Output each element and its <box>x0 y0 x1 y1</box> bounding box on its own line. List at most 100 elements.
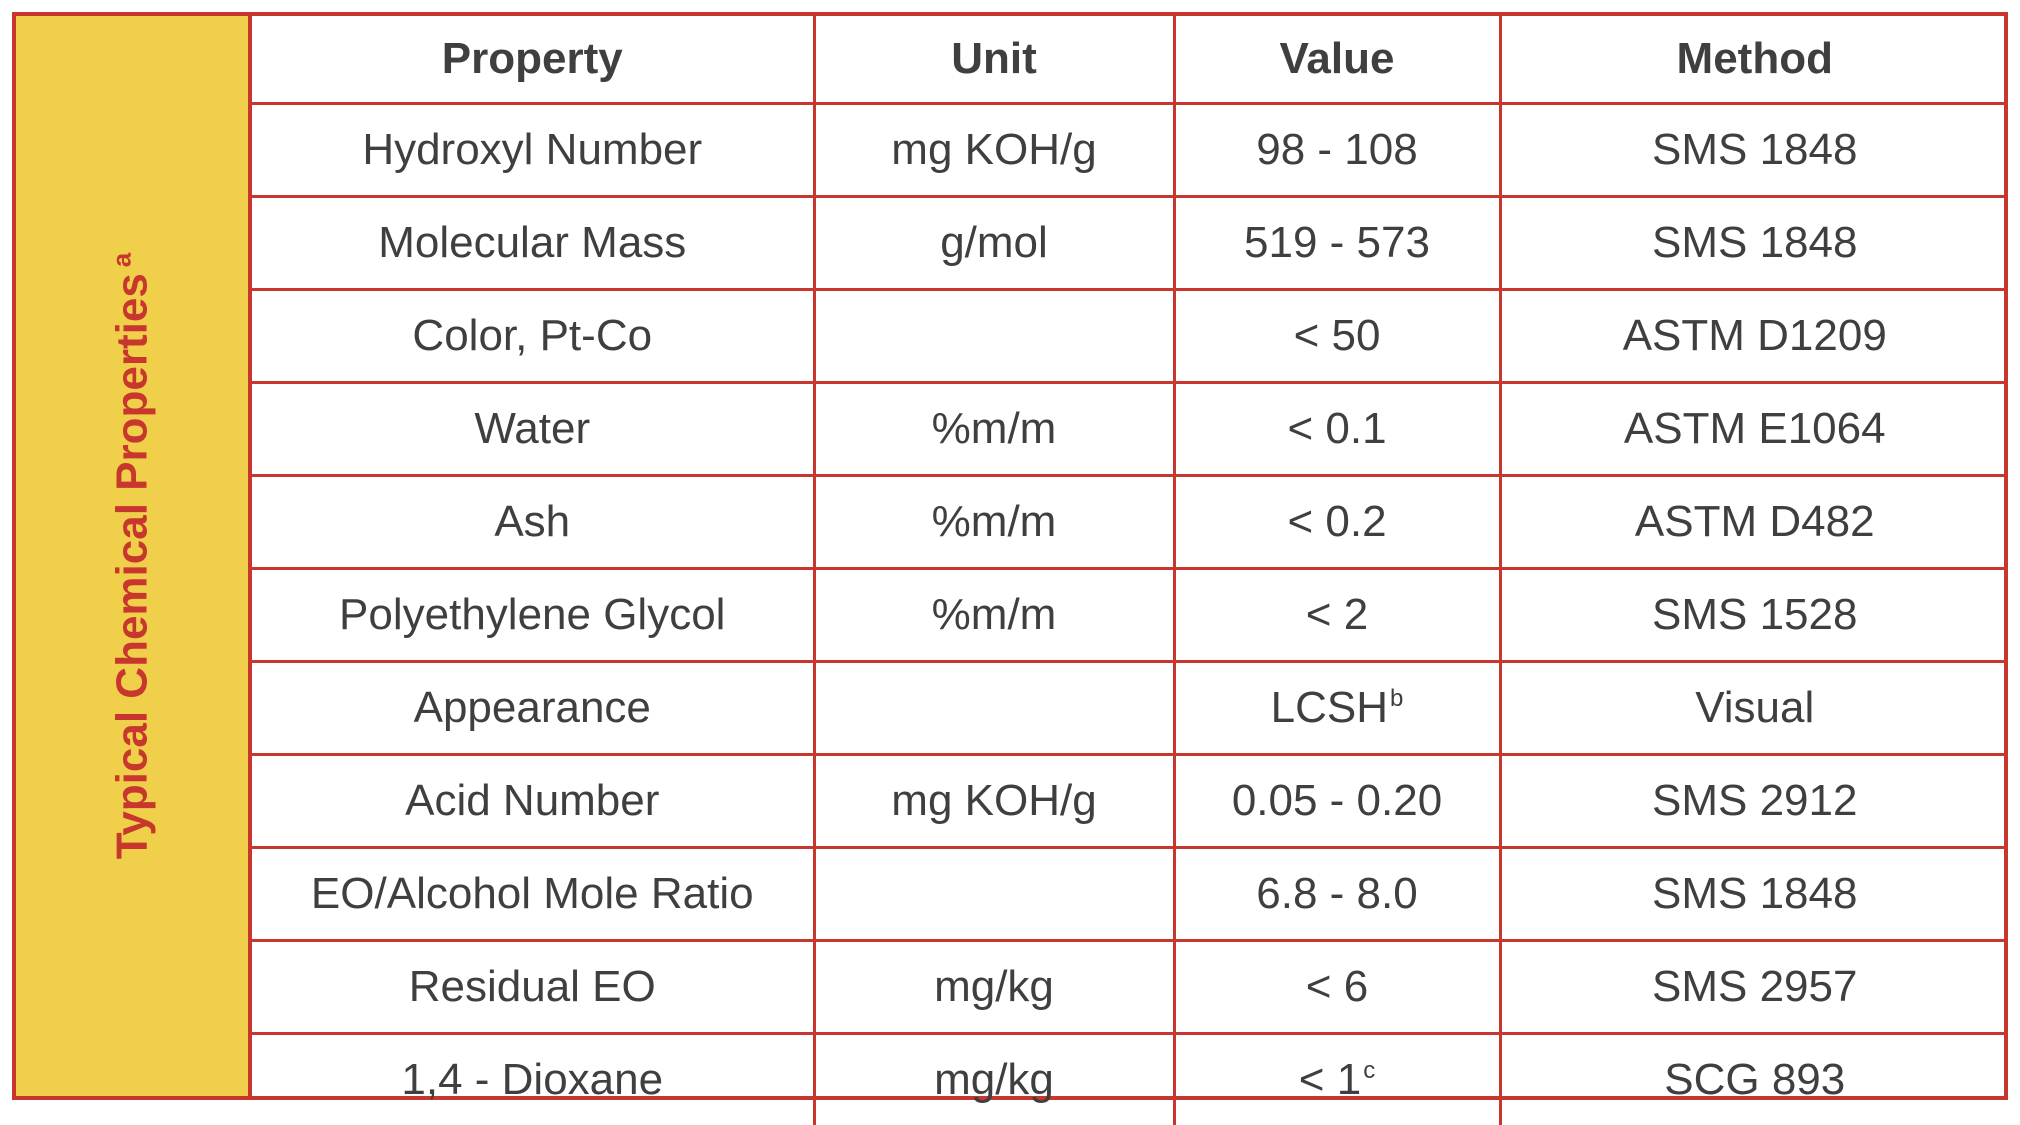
cell-method-text: ASTM E1064 <box>1624 404 1886 453</box>
cell-property: Color, Pt-Co <box>252 290 814 383</box>
cell-method: SMS 2912 <box>1500 755 2008 848</box>
cell-value-text: < 6 <box>1306 962 1368 1011</box>
cell-method-text: Visual <box>1695 683 1814 732</box>
cell-unit-text: mg/kg <box>934 962 1054 1011</box>
cell-property-text: EO/Alcohol Mole Ratio <box>311 869 754 918</box>
table-row: Water %m/m < 0.1 ASTM E1064 <box>252 383 2008 476</box>
cell-value: 519 - 573 <box>1174 197 1500 290</box>
cell-unit-text: %m/m <box>932 590 1057 639</box>
header-method: Method <box>1500 16 2008 104</box>
cell-property: Hydroxyl Number <box>252 104 814 197</box>
cell-unit: mg/kg <box>814 941 1174 1034</box>
cell-method-text: SCG 893 <box>1664 1055 1845 1104</box>
cell-method: SMS 1848 <box>1500 104 2008 197</box>
cell-unit: mg KOH/g <box>814 104 1174 197</box>
cell-method: SMS 2957 <box>1500 941 2008 1034</box>
table-row: Hydroxyl Number mg KOH/g 98 - 108 SMS 1848 <box>252 104 2008 197</box>
side-label: Typical Chemical Propertiesa <box>107 253 158 860</box>
properties-table: Property Unit Value Method Hydroxyl Numb… <box>252 16 2008 1125</box>
cell-property-text: Acid Number <box>405 776 659 825</box>
cell-property-text: Appearance <box>414 683 651 732</box>
cell-method: ASTM E1064 <box>1500 383 2008 476</box>
cell-property-text: 1,4 - Dioxane <box>401 1055 663 1104</box>
cell-value: 6.8 - 8.0 <box>1174 848 1500 941</box>
cell-property: Water <box>252 383 814 476</box>
cell-method: ASTM D1209 <box>1500 290 2008 383</box>
cell-unit: %m/m <box>814 476 1174 569</box>
cell-unit: %m/m <box>814 569 1174 662</box>
cell-property-text: Residual EO <box>409 962 656 1011</box>
cell-method-text: ASTM D482 <box>1635 497 1875 546</box>
cell-value: 98 - 108 <box>1174 104 1500 197</box>
cell-property: Ash <box>252 476 814 569</box>
cell-value-text: 519 - 573 <box>1244 218 1430 267</box>
cell-value-text: < 2 <box>1306 590 1368 639</box>
cell-value-text: < 0.1 <box>1287 404 1386 453</box>
cell-method-text: SMS 2957 <box>1652 962 1857 1011</box>
cell-unit: %m/m <box>814 383 1174 476</box>
cell-property-text: Color, Pt-Co <box>412 311 652 360</box>
cell-unit <box>814 290 1174 383</box>
cell-unit-text: mg KOH/g <box>891 125 1096 174</box>
cell-method-text: SMS 1848 <box>1652 218 1857 267</box>
table-row: Color, Pt-Co < 50 ASTM D1209 <box>252 290 2008 383</box>
cell-value-text: 0.05 - 0.20 <box>1232 776 1442 825</box>
header-row: Property Unit Value Method <box>252 16 2008 104</box>
table-row: EO/Alcohol Mole Ratio 6.8 - 8.0 SMS 1848 <box>252 848 2008 941</box>
cell-unit-text: %m/m <box>932 404 1057 453</box>
cell-unit <box>814 662 1174 755</box>
cell-property-text: Molecular Mass <box>378 218 686 267</box>
cell-value: 0.05 - 0.20 <box>1174 755 1500 848</box>
cell-value-superscript: b <box>1390 685 1403 712</box>
cell-method-text: SMS 1528 <box>1652 590 1857 639</box>
cell-value: < 0.2 <box>1174 476 1500 569</box>
cell-unit-text: g/mol <box>940 218 1048 267</box>
cell-property: Molecular Mass <box>252 197 814 290</box>
cell-property: Appearance <box>252 662 814 755</box>
header-unit: Unit <box>814 16 1174 104</box>
chemical-properties-sheet: Typical Chemical Propertiesa Property Un… <box>12 12 2008 1100</box>
cell-property-text: Hydroxyl Number <box>362 125 702 174</box>
cell-value: LCSHb <box>1174 662 1500 755</box>
cell-value: < 2 <box>1174 569 1500 662</box>
side-band: Typical Chemical Propertiesa <box>16 16 252 1096</box>
cell-value-superscript: c <box>1363 1057 1375 1084</box>
cell-value-text: < 0.2 <box>1287 497 1386 546</box>
cell-property-text: Water <box>474 404 590 453</box>
cell-unit: mg/kg <box>814 1034 1174 1125</box>
cell-unit <box>814 848 1174 941</box>
cell-property-text: Ash <box>494 497 570 546</box>
cell-value-text: 6.8 - 8.0 <box>1256 869 1417 918</box>
table-row: Appearance LCSHb Visual <box>252 662 2008 755</box>
table-row: 1,4 - Dioxane mg/kg < 1c SCG 893 <box>252 1034 2008 1125</box>
cell-value: < 1c <box>1174 1034 1500 1125</box>
cell-unit: g/mol <box>814 197 1174 290</box>
cell-method: SMS 1848 <box>1500 848 2008 941</box>
table-row: Acid Number mg KOH/g 0.05 - 0.20 SMS 2912 <box>252 755 2008 848</box>
cell-property-text: Polyethylene Glycol <box>339 590 725 639</box>
table-row: Residual EO mg/kg < 6 SMS 2957 <box>252 941 2008 1034</box>
header-value: Value <box>1174 16 1500 104</box>
cell-method-text: ASTM D1209 <box>1623 311 1887 360</box>
cell-method-text: SMS 2912 <box>1652 776 1857 825</box>
table-row: Molecular Mass g/mol 519 - 573 SMS 1848 <box>252 197 2008 290</box>
cell-value: < 6 <box>1174 941 1500 1034</box>
cell-method: Visual <box>1500 662 2008 755</box>
cell-unit-text: mg KOH/g <box>891 776 1096 825</box>
cell-unit: mg KOH/g <box>814 755 1174 848</box>
cell-value: < 50 <box>1174 290 1500 383</box>
cell-property: Residual EO <box>252 941 814 1034</box>
cell-unit-text: mg/kg <box>934 1055 1054 1104</box>
cell-value: < 0.1 <box>1174 383 1500 476</box>
cell-value-text: < 50 <box>1294 311 1381 360</box>
cell-unit-text: %m/m <box>932 497 1057 546</box>
cell-value-text: 98 - 108 <box>1256 125 1417 174</box>
cell-property: Acid Number <box>252 755 814 848</box>
cell-method: SCG 893 <box>1500 1034 2008 1125</box>
table-row: Polyethylene Glycol %m/m < 2 SMS 1528 <box>252 569 2008 662</box>
cell-method: SMS 1848 <box>1500 197 2008 290</box>
side-label-superscript: a <box>107 253 137 267</box>
cell-method: SMS 1528 <box>1500 569 2008 662</box>
cell-value-text: LCSH <box>1271 683 1388 732</box>
